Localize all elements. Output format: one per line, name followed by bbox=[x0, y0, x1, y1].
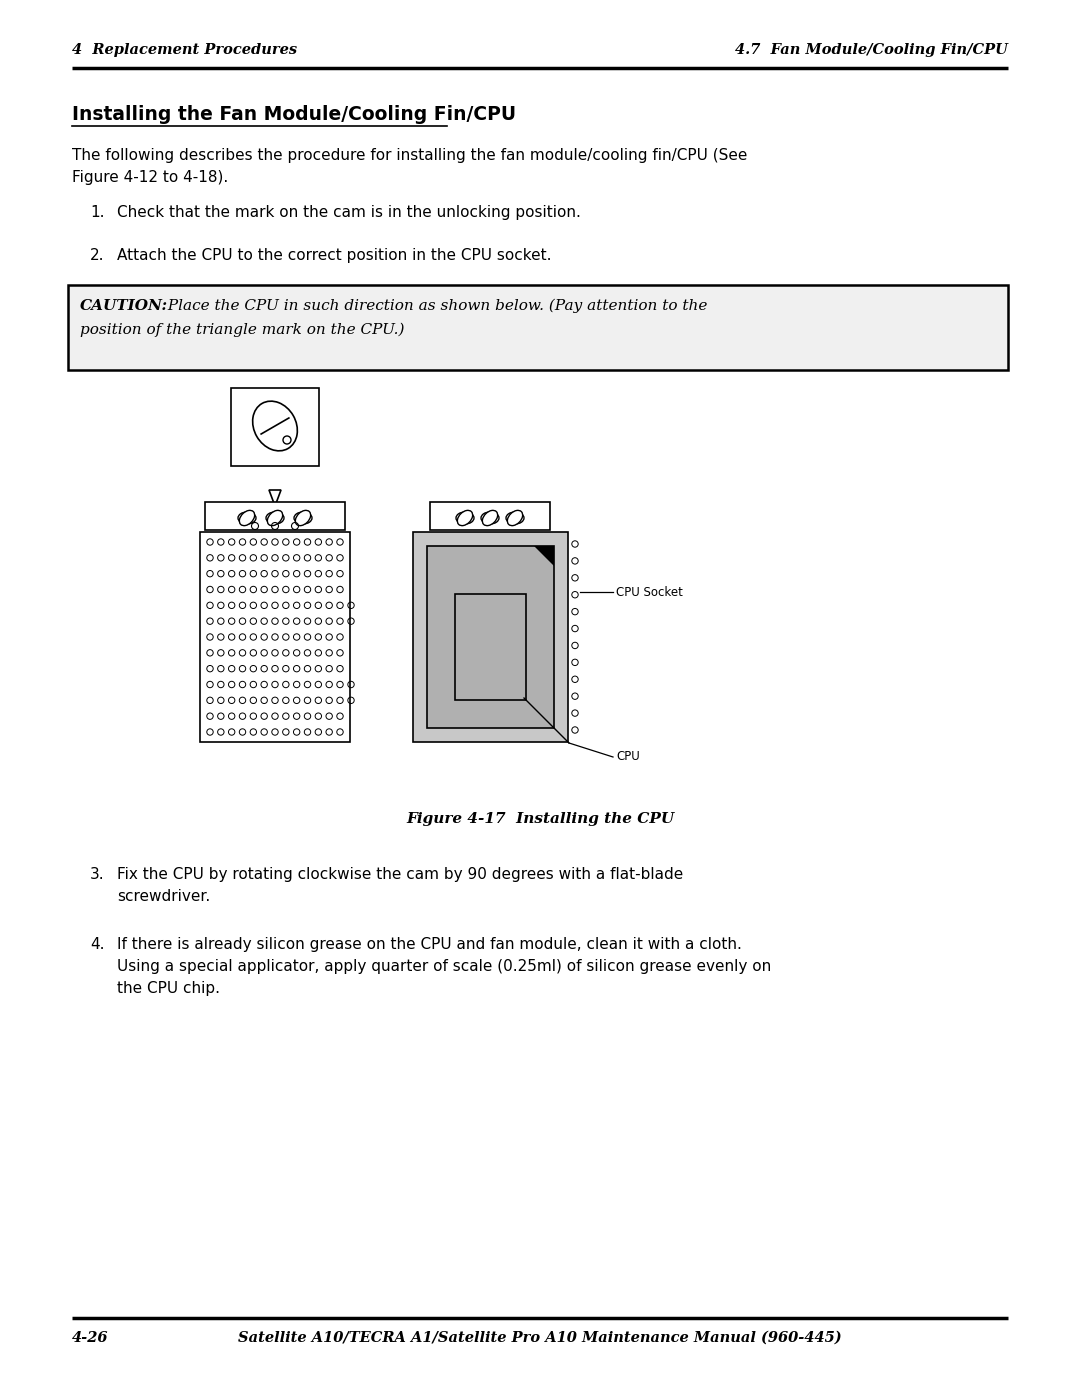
Bar bbox=[68, 285, 1008, 370]
Text: CPU: CPU bbox=[616, 750, 639, 764]
Text: 4.: 4. bbox=[90, 937, 105, 951]
Text: CPU Socket: CPU Socket bbox=[616, 585, 683, 598]
Text: Using a special applicator, apply quarter of scale (0.25ml) of silicon grease ev: Using a special applicator, apply quarte… bbox=[117, 958, 771, 974]
Text: 2.: 2. bbox=[90, 249, 105, 263]
Text: position of the triangle mark on the CPU.): position of the triangle mark on the CPU… bbox=[80, 323, 405, 338]
Text: Fix the CPU by rotating clockwise the cam by 90 degrees with a flat-blade: Fix the CPU by rotating clockwise the ca… bbox=[117, 868, 684, 882]
Text: screwdriver.: screwdriver. bbox=[117, 888, 211, 904]
Text: 4  Replacement Procedures: 4 Replacement Procedures bbox=[72, 43, 297, 57]
Polygon shape bbox=[269, 490, 281, 506]
Text: 4.7  Fan Module/Cooling Fin/CPU: 4.7 Fan Module/Cooling Fin/CPU bbox=[735, 43, 1008, 57]
Ellipse shape bbox=[456, 511, 474, 524]
Bar bbox=[205, 502, 345, 529]
Polygon shape bbox=[534, 546, 554, 566]
Ellipse shape bbox=[481, 511, 499, 524]
Ellipse shape bbox=[507, 511, 524, 524]
Text: Satellite A10/TECRA A1/Satellite Pro A10 Maintenance Manual (960-445): Satellite A10/TECRA A1/Satellite Pro A10… bbox=[239, 1331, 841, 1345]
Text: 1.: 1. bbox=[90, 205, 105, 219]
Text: CAUTION:: CAUTION: bbox=[80, 299, 168, 313]
Bar bbox=[427, 546, 554, 728]
Ellipse shape bbox=[483, 510, 498, 525]
Text: the CPU chip.: the CPU chip. bbox=[117, 981, 220, 996]
Ellipse shape bbox=[238, 511, 256, 524]
Ellipse shape bbox=[295, 510, 311, 525]
Text: 3.: 3. bbox=[90, 868, 105, 882]
Text: If there is already silicon grease on the CPU and fan module, clean it with a cl: If there is already silicon grease on th… bbox=[117, 937, 742, 951]
Ellipse shape bbox=[294, 511, 312, 524]
Bar bbox=[430, 502, 550, 529]
Bar bbox=[200, 532, 350, 742]
Ellipse shape bbox=[266, 511, 284, 524]
Bar bbox=[455, 594, 526, 700]
Bar bbox=[231, 388, 319, 467]
Ellipse shape bbox=[240, 510, 255, 525]
Text: Figure 4-17  Installing the CPU: Figure 4-17 Installing the CPU bbox=[406, 812, 674, 826]
Text: Installing the Fan Module/Cooling Fin/CPU: Installing the Fan Module/Cooling Fin/CP… bbox=[72, 105, 516, 124]
Ellipse shape bbox=[268, 510, 283, 525]
Ellipse shape bbox=[508, 510, 523, 525]
Text: Check that the mark on the cam is in the unlocking position.: Check that the mark on the cam is in the… bbox=[117, 205, 581, 219]
Ellipse shape bbox=[457, 510, 473, 525]
Text: Attach the CPU to the correct position in the CPU socket.: Attach the CPU to the correct position i… bbox=[117, 249, 552, 263]
Text: Place the CPU in such direction as shown below. (Pay attention to the: Place the CPU in such direction as shown… bbox=[163, 299, 707, 313]
Text: Figure 4-12 to 4-18).: Figure 4-12 to 4-18). bbox=[72, 170, 228, 184]
Ellipse shape bbox=[253, 401, 297, 451]
Text: 4-26: 4-26 bbox=[72, 1331, 108, 1345]
Bar bbox=[413, 532, 568, 742]
Text: The following describes the procedure for installing the fan module/cooling fin/: The following describes the procedure fo… bbox=[72, 148, 747, 163]
